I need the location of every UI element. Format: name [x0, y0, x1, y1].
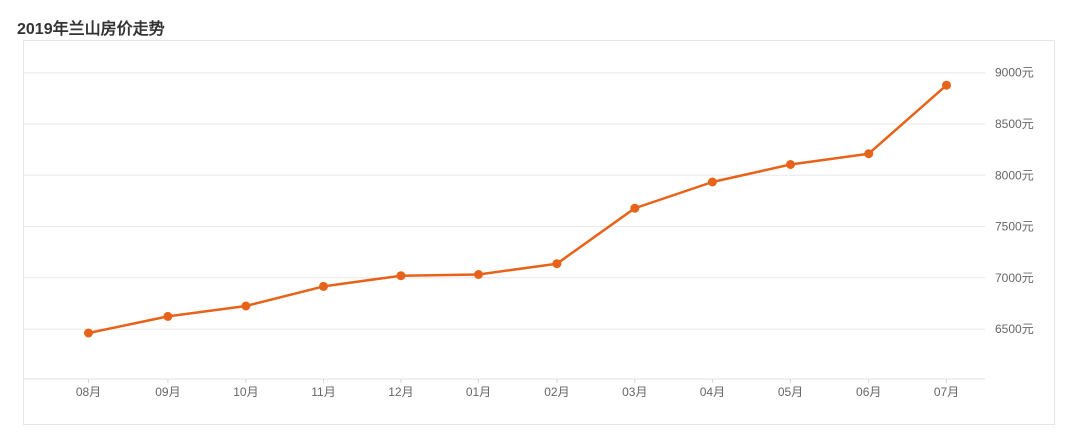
svg-text:05月: 05月	[778, 385, 803, 399]
svg-text:9000元: 9000元	[995, 66, 1034, 80]
svg-text:04月: 04月	[700, 385, 725, 399]
svg-text:7000元: 7000元	[995, 271, 1034, 285]
svg-text:10月: 10月	[233, 385, 258, 399]
svg-text:6500元: 6500元	[995, 322, 1034, 336]
svg-text:7500元: 7500元	[995, 220, 1034, 234]
svg-text:03月: 03月	[622, 385, 647, 399]
svg-text:09月: 09月	[155, 385, 180, 399]
svg-text:02月: 02月	[544, 385, 569, 399]
svg-text:01月: 01月	[466, 385, 491, 399]
svg-text:07月: 07月	[934, 385, 959, 399]
svg-text:8000元: 8000元	[995, 168, 1034, 182]
svg-text:08月: 08月	[76, 385, 101, 399]
svg-text:11月: 11月	[311, 385, 335, 399]
svg-text:8500元: 8500元	[995, 117, 1034, 131]
svg-text:12月: 12月	[388, 385, 413, 399]
svg-text:06月: 06月	[856, 385, 881, 399]
